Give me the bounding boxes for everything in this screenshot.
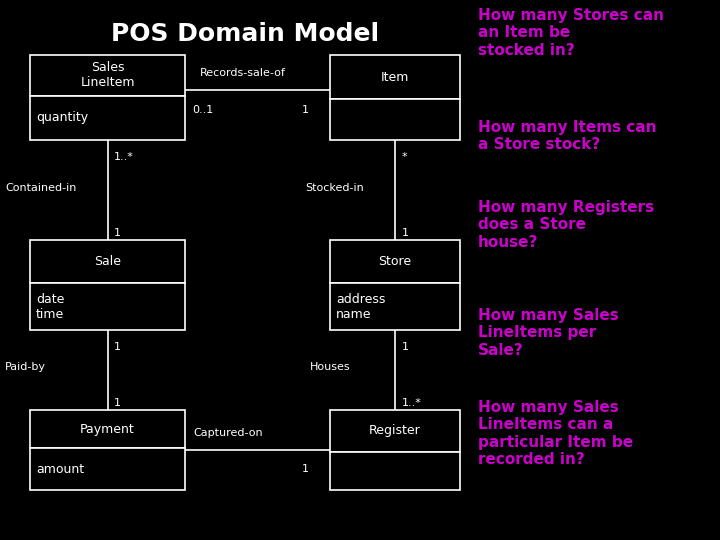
Bar <box>330 240 460 283</box>
Bar <box>330 283 460 330</box>
Text: date
time: date time <box>36 293 64 321</box>
Text: Store: Store <box>379 255 412 268</box>
Text: 1: 1 <box>402 228 409 238</box>
Text: 1: 1 <box>302 105 309 115</box>
Text: Payment: Payment <box>80 423 135 436</box>
Bar <box>330 55 460 99</box>
Text: 1..*: 1..* <box>402 398 422 408</box>
Bar <box>30 283 185 330</box>
Text: 1: 1 <box>114 342 121 352</box>
Bar <box>30 55 185 96</box>
Text: Register: Register <box>369 424 421 437</box>
Text: How many Registers
does a Store
house?: How many Registers does a Store house? <box>478 200 654 250</box>
Text: Stocked-in: Stocked-in <box>305 183 364 193</box>
Text: 1..*: 1..* <box>114 152 134 162</box>
Text: quantity: quantity <box>36 111 88 124</box>
Bar <box>330 451 460 490</box>
Text: Sale: Sale <box>94 255 121 268</box>
Text: 1: 1 <box>302 464 309 474</box>
Text: *: * <box>402 152 408 162</box>
Text: Captured-on: Captured-on <box>193 428 263 438</box>
Text: Records-sale-of: Records-sale-of <box>200 68 286 78</box>
Text: Houses: Houses <box>310 362 351 372</box>
Text: How many Stores can
an Item be
stocked in?: How many Stores can an Item be stocked i… <box>478 8 664 58</box>
Text: 1: 1 <box>402 342 409 352</box>
Bar <box>30 410 185 448</box>
Text: Contained-in: Contained-in <box>5 183 76 193</box>
Text: 0..1: 0..1 <box>192 105 213 115</box>
Text: How many Sales
LineItems per
Sale?: How many Sales LineItems per Sale? <box>478 308 618 358</box>
Text: Paid-by: Paid-by <box>5 362 46 372</box>
Text: address
name: address name <box>336 293 385 321</box>
Bar <box>330 99 460 140</box>
Text: Item: Item <box>381 71 409 84</box>
Bar <box>30 448 185 490</box>
Text: 1: 1 <box>114 398 121 408</box>
Text: How many Sales
LineItems can a
particular Item be
recorded in?: How many Sales LineItems can a particula… <box>478 400 633 467</box>
Text: POS Domain Model: POS Domain Model <box>111 22 379 46</box>
Text: amount: amount <box>36 463 84 476</box>
Bar <box>30 96 185 140</box>
Text: How many Items can
a Store stock?: How many Items can a Store stock? <box>478 120 657 152</box>
Text: 1: 1 <box>114 228 121 238</box>
Text: Sales
LineItem: Sales LineItem <box>80 62 135 90</box>
Bar <box>30 240 185 283</box>
Bar <box>330 410 460 451</box>
